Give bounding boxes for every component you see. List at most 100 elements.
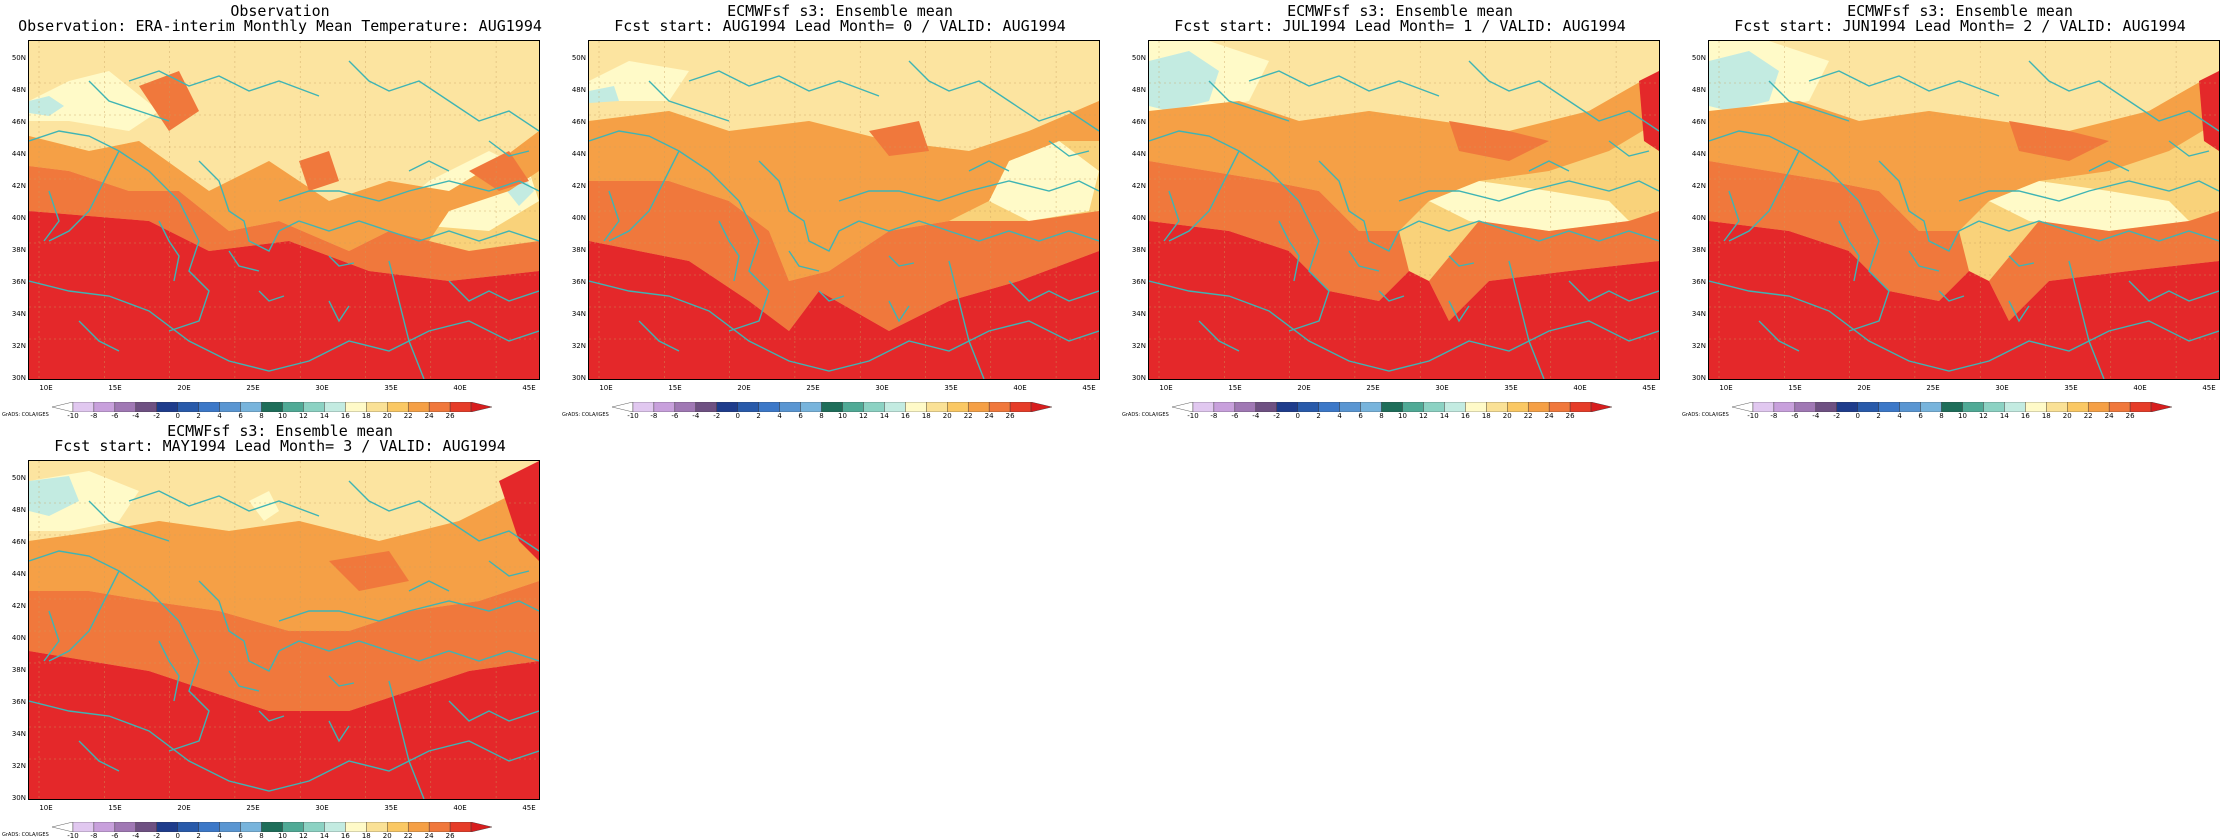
colorbar-swatch (1941, 402, 1963, 412)
lon-tick-label: 30E (315, 804, 329, 812)
colorbar-swatch (114, 822, 137, 832)
colorbar-swatch (737, 402, 759, 412)
temperature-contour (1709, 71, 2219, 231)
lat-tick-label: 30N (1131, 374, 1146, 382)
grads-credit: GrADS: COLA/IGES (1682, 412, 1729, 418)
panel-title: ECMWFsf s3: Ensemble mean (727, 2, 953, 20)
colorbar-label: 12 (1418, 412, 1428, 420)
colorbar-swatch (470, 822, 492, 832)
colorbar-label: 2 (1316, 412, 1321, 420)
colorbar-swatch (1548, 402, 1571, 412)
colorbar-label: 4 (777, 412, 782, 420)
colorbar-swatch (1527, 402, 1550, 412)
temperature-contour (1429, 211, 1659, 321)
colorbar-label: -4 (1812, 412, 1820, 420)
colorbar-label: 18 (921, 412, 931, 420)
colorbar-swatch (695, 402, 717, 412)
colorbar-label: 2 (196, 832, 201, 840)
colorbar (612, 402, 1052, 412)
colorbar-swatch (261, 822, 283, 832)
colorbar-label: -8 (650, 412, 658, 420)
coastline (858, 220, 1099, 242)
colorbar-swatch (1276, 402, 1298, 412)
coastline (1709, 280, 2219, 372)
panel-subtitle: Fcst start: JUL1994 Lead Month= 1 / VALI… (1174, 17, 1626, 35)
coastline (688, 70, 880, 97)
colorbar-label: 26 (1565, 412, 1575, 420)
colorbar-swatch (1507, 402, 1529, 412)
lat-tick-label: 46N (11, 118, 26, 126)
colorbar-label: 4 (217, 832, 222, 840)
temperature-map (1148, 40, 1660, 380)
grads-credit: GrADS: COLA/IGES (2, 412, 49, 418)
colorbar-swatch (428, 822, 451, 832)
colorbar-swatch (72, 402, 95, 412)
colorbar-label: 24 (424, 832, 434, 840)
colorbar-swatch (1381, 402, 1403, 412)
coastline (648, 80, 730, 122)
temperature-contour (989, 141, 1099, 221)
coastline (1728, 150, 1800, 242)
coastline (1528, 160, 1570, 172)
colorbar-label: 20 (382, 832, 392, 840)
lat-tick-label: 40N (11, 634, 26, 642)
lon-tick-label: 25E (1366, 384, 1380, 392)
colorbar-label: 22 (963, 412, 973, 420)
colorbar-label: 14 (879, 412, 889, 420)
colorbar-swatch (345, 822, 367, 832)
lat-tick-label: 32N (1691, 342, 1706, 350)
temperature-contour (29, 461, 539, 541)
colorbar-swatch (1339, 402, 1361, 412)
colorbar-swatch (1234, 402, 1257, 412)
lon-tick-label: 25E (806, 384, 820, 392)
coastline (948, 260, 985, 379)
colorbar-label: 14 (1999, 412, 2009, 420)
lat-tick-label: 46N (1131, 118, 1146, 126)
coastline (838, 180, 1099, 202)
temperature-contour (29, 651, 539, 799)
lat-tick-label: 38N (11, 666, 26, 674)
colorbar-label: 20 (2062, 412, 2072, 420)
colorbar-label: 6 (1918, 412, 1923, 420)
temperature-contour (1709, 161, 1969, 301)
lon-tick-label: 35E (384, 384, 398, 392)
colorbar-label: 22 (1523, 412, 1533, 420)
colorbar-label: -10 (67, 832, 79, 840)
temperature-map (588, 40, 1100, 380)
panel-subtitle: Fcst start: MAY1994 Lead Month= 3 / VALI… (54, 437, 506, 455)
lon-tick-label: 25E (246, 804, 260, 812)
colorbar-swatch (1213, 402, 1236, 412)
temperature-contour (1449, 121, 1549, 161)
coastline (78, 320, 120, 352)
coastline (638, 320, 680, 352)
colorbar (1172, 402, 1612, 412)
colorbar-label: 24 (424, 412, 434, 420)
colorbar-swatch (1983, 402, 2005, 412)
lon-tick-label: 45E (2202, 384, 2216, 392)
panel-subtitle: Fcst start: JUN1994 Lead Month= 2 / VALI… (1734, 17, 2186, 35)
coastline (1168, 150, 1240, 242)
coastline (2168, 140, 2210, 157)
colorbar-label: 22 (403, 412, 413, 420)
temperature-contour (589, 101, 1099, 281)
colorbar-label: 10 (278, 412, 287, 420)
temperature-contour (589, 86, 619, 103)
lat-tick-label: 44N (11, 150, 26, 158)
coastline (388, 680, 425, 799)
colorbar-swatch (716, 402, 738, 412)
colorbar-swatch (653, 402, 676, 412)
coastline (1348, 250, 1380, 272)
coastline (448, 280, 539, 302)
coastline (298, 220, 539, 242)
colorbar-label: -10 (1187, 412, 1199, 420)
temperature-map (1708, 40, 2220, 380)
colorbar-swatch (1172, 402, 1194, 412)
colorbar-label: 22 (2083, 412, 2093, 420)
colorbar-label: -10 (67, 412, 79, 420)
colorbar-swatch (282, 822, 304, 832)
map-panel: Observation Observation: ERA-interim Mont… (0, 0, 560, 421)
colorbar-swatch (947, 402, 969, 412)
coastline (1723, 190, 1740, 242)
colorbar-swatch (2129, 402, 2152, 412)
lat-tick-label: 44N (1131, 150, 1146, 158)
